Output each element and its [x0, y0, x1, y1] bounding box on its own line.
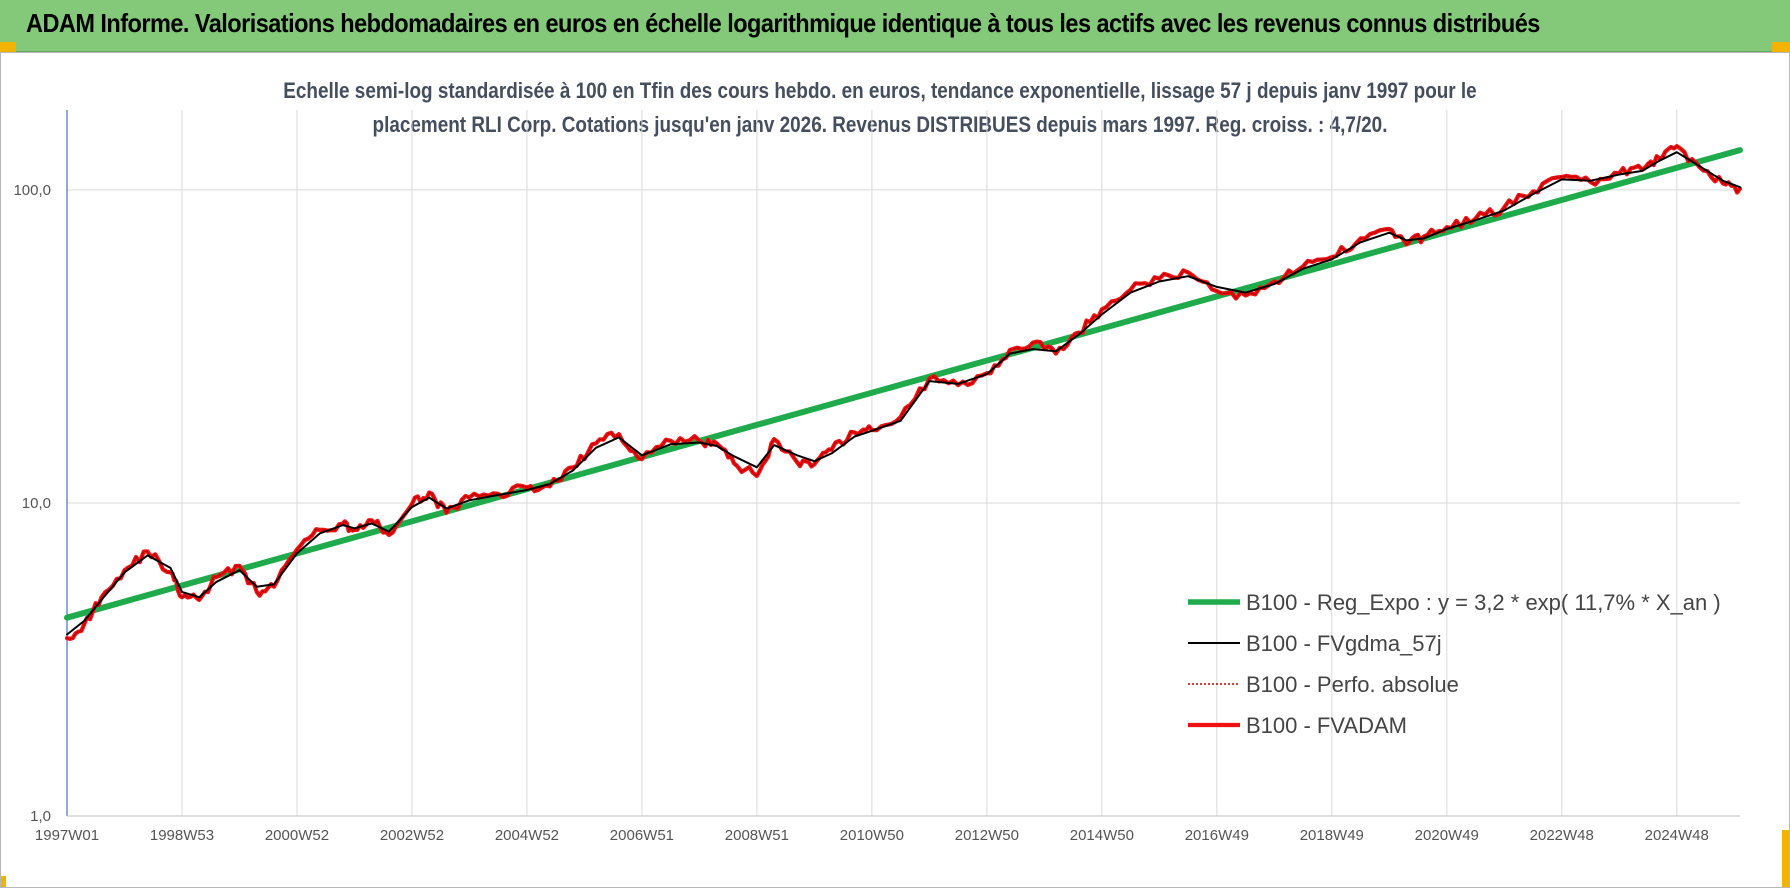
x-tick-label: 1997W01: [35, 827, 99, 844]
y-tick-label: 10,0: [22, 495, 51, 512]
x-tick-label: 2020W49: [1415, 827, 1479, 844]
gridlines: [67, 110, 1740, 816]
x-tick-label: 2022W48: [1530, 827, 1594, 844]
legend-entry-label: B100 - FVADAM: [1246, 713, 1407, 738]
axes: 1,0 10,0 100,0 1997W01 1998W53 2000W52 2002W52…: [13, 110, 1740, 844]
legend-entry-label: B100 - FVgdma_57j: [1246, 631, 1442, 656]
legend-entry-label: B100 - Perfo. absolue: [1246, 672, 1459, 697]
report-title: ADAM Informe. Valorisations hebdomadaire…: [26, 8, 1540, 38]
x-tick-label: 2008W51: [725, 827, 789, 844]
series-b100-fvgdma-57j: [66, 151, 1741, 636]
corner-marker-top-right: [1772, 42, 1790, 52]
x-tick-label: 2024W48: [1645, 827, 1709, 844]
x-tick-label: 2018W49: [1300, 827, 1364, 844]
y-tick-label: 100,0: [13, 182, 51, 199]
corner-marker-bottom-left: [0, 876, 6, 888]
x-tick-label: 2004W52: [495, 827, 559, 844]
x-tick-label: 1998W53: [150, 827, 214, 844]
chart-title: Echelle semi-log standardisée à 100 en T…: [252, 74, 1508, 142]
series-b100-reg-expo-y-3-2-exp-11-7-x-an: [64, 147, 1743, 621]
x-tick-label: 2000W52: [265, 827, 329, 844]
chart-title-line-2: placement RLI Corp. Cotations jusqu'en j…: [372, 112, 1388, 137]
title-bar: ADAM Informe. Valorisations hebdomadaire…: [0, 0, 1790, 52]
legend-entry-label: B100 - Reg_Expo : y = 3,2 * exp( 11,7% *…: [1246, 590, 1721, 615]
x-tick-label: 2016W49: [1185, 827, 1249, 844]
chart-title-line-1: Echelle semi-log standardisée à 100 en T…: [283, 78, 1477, 103]
x-tick-label: 2014W50: [1070, 827, 1134, 844]
corner-marker-top-left: [0, 42, 16, 52]
x-tick-label: 2006W51: [610, 827, 674, 844]
corner-marker-bottom-right: [1782, 830, 1790, 888]
x-tick-label: 2010W50: [840, 827, 904, 844]
x-tick-label: 2002W52: [380, 827, 444, 844]
y-tick-label: 1,0: [30, 808, 51, 825]
legend: B100 - Reg_Expo : y = 3,2 * exp( 11,7% *…: [1188, 590, 1721, 738]
series-lines: [64, 144, 1743, 641]
x-tick-label: 2012W50: [955, 827, 1019, 844]
